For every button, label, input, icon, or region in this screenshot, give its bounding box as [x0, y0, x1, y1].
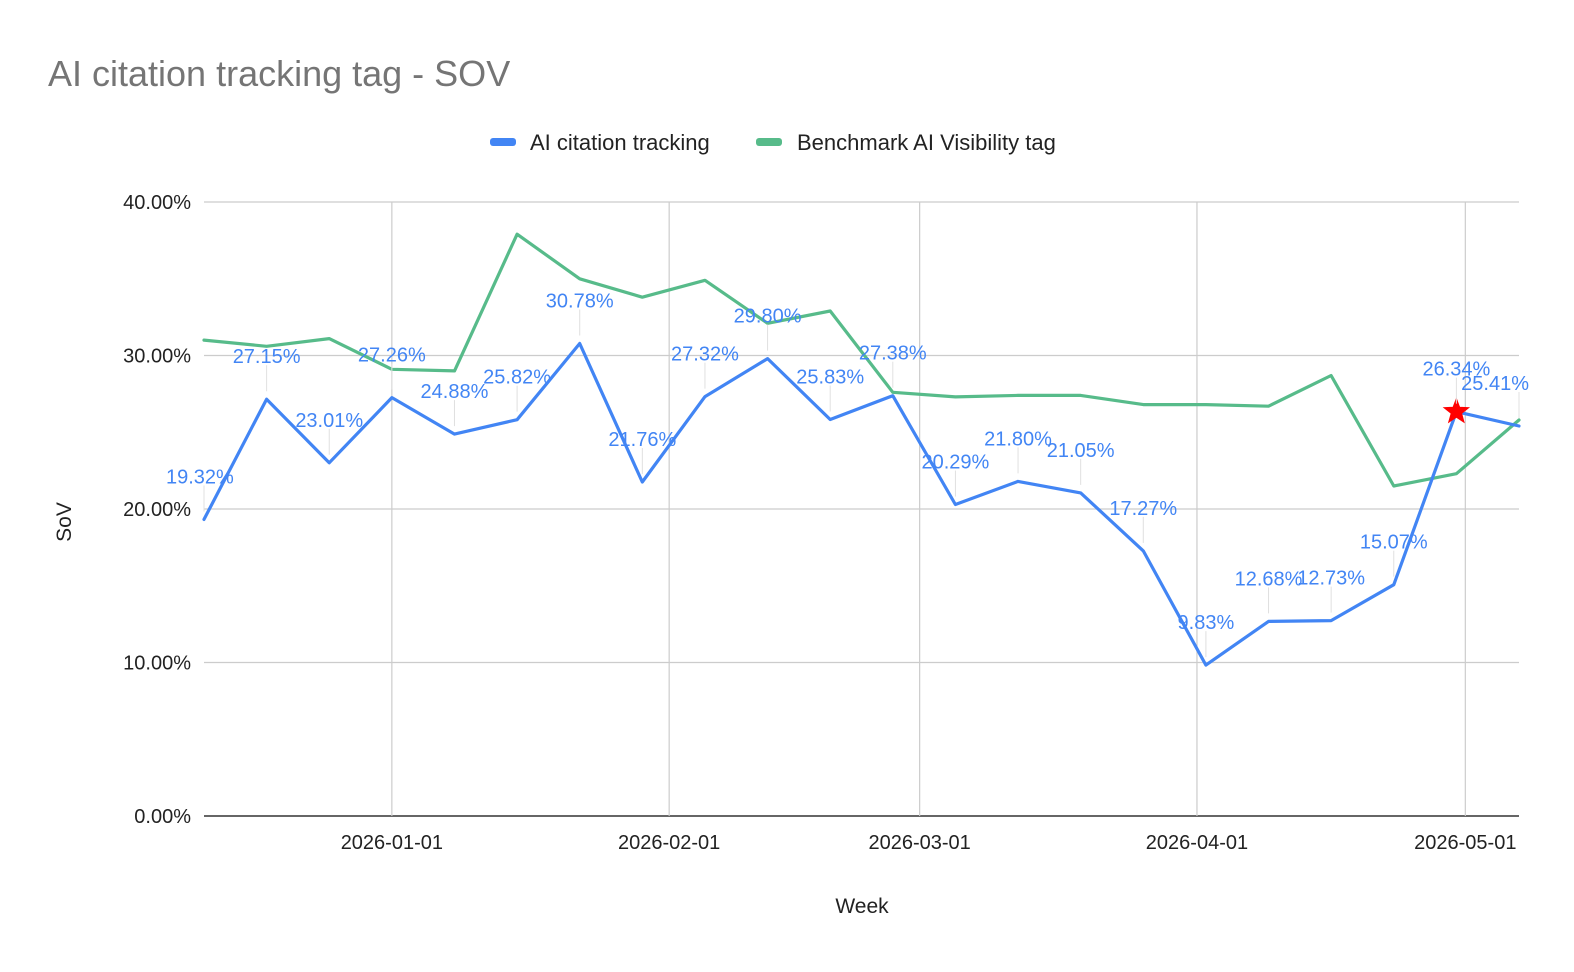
data-label: 23.01%: [295, 410, 363, 432]
series-line-ai-citation-tracking: [202, 341, 1521, 667]
series-lines: [202, 232, 1521, 667]
y-tick-label: 40.00%: [123, 192, 191, 214]
legend-swatch-ai-citation-tracking: [490, 138, 516, 146]
data-label: 30.78%: [546, 291, 614, 313]
data-label: 12.68%: [1235, 568, 1303, 590]
data-label: 29.80%: [734, 306, 802, 328]
data-label: 21.80%: [984, 428, 1052, 450]
data-label: 27.32%: [671, 344, 739, 366]
data-label: 19.32%: [166, 466, 234, 488]
y-axis-label: SoV: [53, 502, 76, 542]
x-tick-label: 2026-05-01: [1414, 832, 1516, 854]
legend-label-ai-citation-tracking: AI citation tracking: [530, 130, 710, 155]
data-label: 15.07%: [1360, 532, 1428, 554]
data-label: 25.82%: [483, 367, 551, 389]
data-label: 27.38%: [859, 343, 927, 365]
data-label: 26.34%: [1422, 359, 1490, 381]
legend-label-benchmark: Benchmark AI Visibility tag: [797, 130, 1056, 155]
y-tick-label: 30.00%: [123, 346, 191, 368]
chart-title: AI citation tracking tag - SOV: [48, 53, 510, 94]
gridlines: [204, 201, 1519, 817]
x-tick-label: 2026-03-01: [868, 832, 970, 854]
y-tick-label: 0.00%: [134, 806, 191, 828]
y-tick-labels: 0.00% 10.00% 20.00% 30.00% 40.00%: [123, 192, 191, 828]
series-line-benchmark-ai-visibility: [202, 232, 1521, 488]
data-labels: 19.32% 27.15% 23.01% 27.26% 24.88%25.82% 30.7…: [166, 291, 1529, 658]
data-label: 21.76%: [608, 429, 676, 451]
legend-swatch-benchmark: [756, 138, 782, 146]
data-points: [1442, 397, 1471, 424]
x-tick-label: 2026-04-01: [1146, 832, 1248, 854]
data-label: 27.15%: [233, 346, 301, 368]
x-tick-label: 2026-01-01: [341, 832, 443, 854]
x-axis-label: Week: [835, 895, 889, 918]
y-tick-label: 20.00%: [123, 499, 191, 521]
data-label: 9.83%: [1178, 612, 1235, 634]
data-label: 12.73%: [1297, 568, 1365, 590]
x-tick-labels: 2026-01-01 2026-02-01 2026-03-01 2026-04-01…: [341, 832, 1517, 854]
data-label: 27.26%: [358, 345, 426, 367]
highlight-star-icon: [1442, 397, 1471, 424]
y-tick-label: 10.00%: [123, 653, 191, 675]
data-label: 25.83%: [796, 367, 864, 389]
x-tick-label: 2026-02-01: [618, 832, 720, 854]
data-label: 21.05%: [1047, 440, 1115, 462]
data-label: 20.29%: [922, 452, 990, 474]
data-label: 17.27%: [1109, 498, 1177, 520]
legend: AI citation tracking Benchmark AI Visibi…: [490, 130, 1056, 155]
data-label: 25.41%: [1461, 373, 1529, 395]
data-label: 24.88%: [421, 381, 489, 403]
